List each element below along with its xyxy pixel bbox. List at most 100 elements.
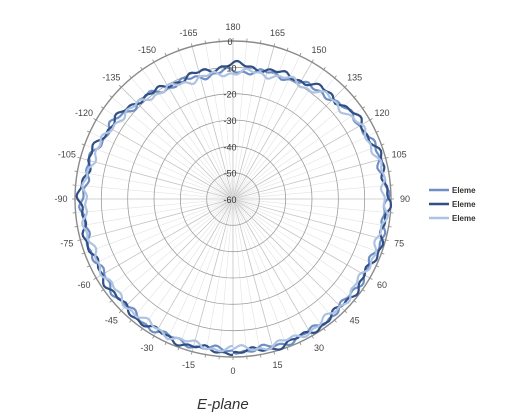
rim-tick <box>362 106 366 109</box>
radial-tick-label: 0 <box>227 37 232 47</box>
rim-tick <box>376 265 380 268</box>
rim-tick <box>164 52 167 56</box>
radial-tick-label: -60 <box>223 195 236 205</box>
rim-tick <box>177 347 180 351</box>
rim-tick <box>152 59 155 63</box>
radial-ring <box>153 119 313 279</box>
rim-tick <box>190 43 193 47</box>
angle-tick-label: -105 <box>58 150 76 160</box>
legend: Eleme Eleme Eleme <box>429 186 476 223</box>
rim-tick <box>344 310 348 314</box>
rim-tick <box>388 170 392 172</box>
rim-tick <box>381 143 385 146</box>
angle-tick-label: -15 <box>182 360 195 370</box>
polar-grid <box>72 38 394 360</box>
angle-tick-label: 45 <box>350 316 360 326</box>
rim-tick <box>323 66 326 70</box>
rim-tick <box>77 156 81 159</box>
radial-tick-label: -20 <box>223 90 236 100</box>
rim-tick <box>334 319 337 323</box>
angle-tick-label: 120 <box>374 108 389 118</box>
rim-tick <box>353 95 357 98</box>
rim-tick <box>299 342 302 346</box>
rim-tick <box>109 300 113 303</box>
angle-tick-label: -165 <box>179 28 197 38</box>
legend-label-2: Eleme <box>452 200 476 209</box>
rim-tick <box>344 84 348 88</box>
rim-tick <box>286 347 289 351</box>
tick-labels: 0153045607590105120135150165180-165-150-… <box>54 22 410 376</box>
rim-tick <box>100 106 104 109</box>
radial-ring <box>179 145 287 253</box>
angle-tick-label: 30 <box>314 343 324 353</box>
rim-tick <box>311 59 314 63</box>
rim-tick <box>381 252 385 255</box>
angle-tick-label: -90 <box>54 194 67 204</box>
rim-tick <box>353 300 357 303</box>
rim-tick <box>129 75 132 79</box>
radial-ring <box>100 66 366 332</box>
rim-tick <box>74 226 78 228</box>
rim-tick <box>177 47 180 51</box>
rim-tick <box>118 310 122 314</box>
angle-tick-label: 0 <box>230 366 235 376</box>
rim-tick <box>299 52 302 56</box>
rim-tick <box>152 335 155 339</box>
angle-tick-label: 150 <box>311 45 326 55</box>
angle-tick-label: -135 <box>102 72 120 82</box>
angle-tick-label: 15 <box>272 360 282 370</box>
angle-tick-label: 105 <box>392 150 407 160</box>
rim-tick <box>140 328 143 332</box>
rim-tick <box>204 354 206 358</box>
rim-tick <box>77 239 81 242</box>
rim-tick <box>260 40 262 44</box>
rim-tick <box>385 156 389 159</box>
legend-label-1: Eleme <box>452 186 476 195</box>
angle-tick-label: 75 <box>394 239 404 249</box>
angle-tick-label: 180 <box>225 22 240 32</box>
radial-tick-label: -30 <box>223 116 236 126</box>
rim-tick <box>260 354 262 358</box>
x-axis-label: E-plane <box>197 396 249 413</box>
rim-tick <box>369 118 373 121</box>
rim-tick <box>286 47 289 51</box>
series-line-3 <box>80 67 389 353</box>
rim-tick <box>93 277 97 280</box>
angle-tick-label: 135 <box>347 72 362 82</box>
rim-tick <box>273 43 276 47</box>
radial-tick-label: -40 <box>223 142 236 152</box>
rim-tick <box>100 289 104 292</box>
rim-tick <box>323 328 326 332</box>
rim-tick <box>311 335 314 339</box>
radial-tick-label: -10 <box>223 63 236 73</box>
rim-tick <box>164 342 167 346</box>
angle-tick-label: -75 <box>60 239 73 249</box>
angle-tick-label: 165 <box>270 28 285 38</box>
rim-tick <box>190 351 193 355</box>
rim-tick <box>204 40 206 44</box>
rim-tick <box>74 170 78 172</box>
rim-tick <box>140 66 143 70</box>
series-lines <box>75 59 392 356</box>
angle-tick-label: -30 <box>140 343 153 353</box>
angle-tick-label: -120 <box>75 108 93 118</box>
rim-tick <box>81 143 85 146</box>
angle-tick-label: -60 <box>77 280 90 290</box>
rim-tick <box>109 95 113 98</box>
rim-tick <box>93 118 97 121</box>
rim-tick <box>385 239 389 242</box>
rim-tick <box>362 289 366 292</box>
radial-ring <box>206 172 260 226</box>
rim-tick <box>273 351 276 355</box>
angle-tick-label: 90 <box>400 194 410 204</box>
radial-ring <box>127 93 339 305</box>
legend-label-3: Eleme <box>452 214 476 223</box>
rim-tick <box>388 226 392 228</box>
angle-tick-label: -150 <box>138 45 156 55</box>
rim-tick <box>369 277 373 280</box>
rim-tick <box>81 252 85 255</box>
series-line-2 <box>75 59 392 356</box>
angle-tick-label: 60 <box>377 280 387 290</box>
rim-tick <box>334 75 337 79</box>
